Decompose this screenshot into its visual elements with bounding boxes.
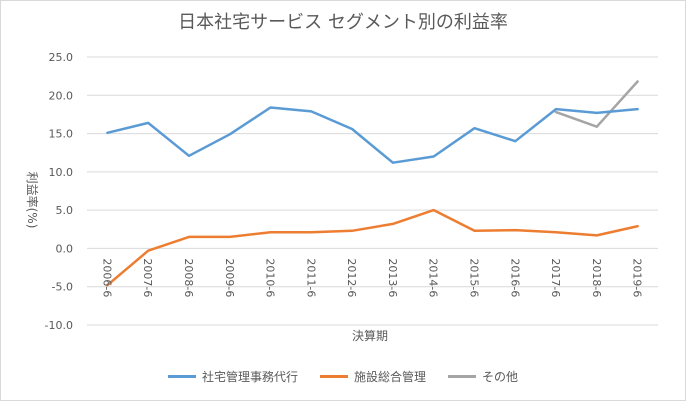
x-tick-label: 2016-6 — [508, 258, 521, 297]
legend-item: 施設総合管理 — [319, 368, 426, 385]
y-tick-label: -5.0 — [52, 281, 73, 294]
x-tick-label: 2015-6 — [467, 258, 480, 297]
x-tick-label: 2010-6 — [264, 258, 277, 297]
chart-title: 日本社宅サービス セグメント別の利益率 — [178, 12, 508, 33]
x-tick-label: 2007-6 — [141, 258, 154, 297]
series-line — [106, 106, 639, 164]
x-tick-label: 2008-6 — [182, 258, 195, 297]
x-tick-label: 2006-6 — [100, 258, 113, 297]
legend-label: 社宅管理事務代行 — [201, 370, 298, 384]
x-tick-label: 2013-6 — [386, 258, 399, 297]
legend-item: 社宅管理事務代行 — [167, 368, 298, 385]
x-tick-label: 2014-6 — [427, 258, 440, 297]
y-tick-label: 0.0 — [56, 242, 74, 255]
legend-swatch — [319, 375, 348, 378]
y-tick-label: -10.0 — [45, 319, 73, 332]
x-tick-label: 2018-6 — [590, 258, 603, 297]
series-line — [106, 208, 639, 287]
y-tick-label: 15.0 — [49, 128, 74, 141]
series-line — [554, 80, 639, 128]
y-tick-label: 25.0 — [49, 51, 74, 64]
legend-swatch — [167, 375, 196, 378]
x-tick-label: 2012-6 — [345, 258, 358, 297]
x-tick-label: 2011-6 — [304, 258, 317, 297]
y-axis-title: 利益率(%) — [25, 172, 40, 229]
x-tick-label: 2009-6 — [223, 258, 236, 297]
y-tick-label: 20.0 — [49, 89, 74, 102]
y-tick-label: 5.0 — [56, 204, 74, 217]
legend: 社宅管理事務代行 施設総合管理 その他 — [0, 368, 686, 385]
x-tick-label: 2017-6 — [549, 258, 562, 297]
x-axis-ticks: 2006-6 2007-6 2008-6 2009-6 2010-6 2011-6 2012… — [100, 258, 643, 297]
x-tick-label: 2019-6 — [631, 258, 644, 297]
legend-item: その他 — [448, 368, 518, 385]
legend-label: その他 — [482, 370, 519, 384]
y-tick-label: 10.0 — [49, 166, 74, 179]
gridlines — [87, 56, 658, 326]
y-axis-ticks: 25.0 20.0 15.0 10.0 5.0 0.0 -5.0 -10.0 — [45, 51, 73, 332]
series-lines — [106, 80, 639, 287]
legend-swatch — [448, 375, 476, 378]
legend-label: 施設総合管理 — [353, 370, 426, 384]
x-axis-title: 決算期 — [352, 328, 388, 343]
